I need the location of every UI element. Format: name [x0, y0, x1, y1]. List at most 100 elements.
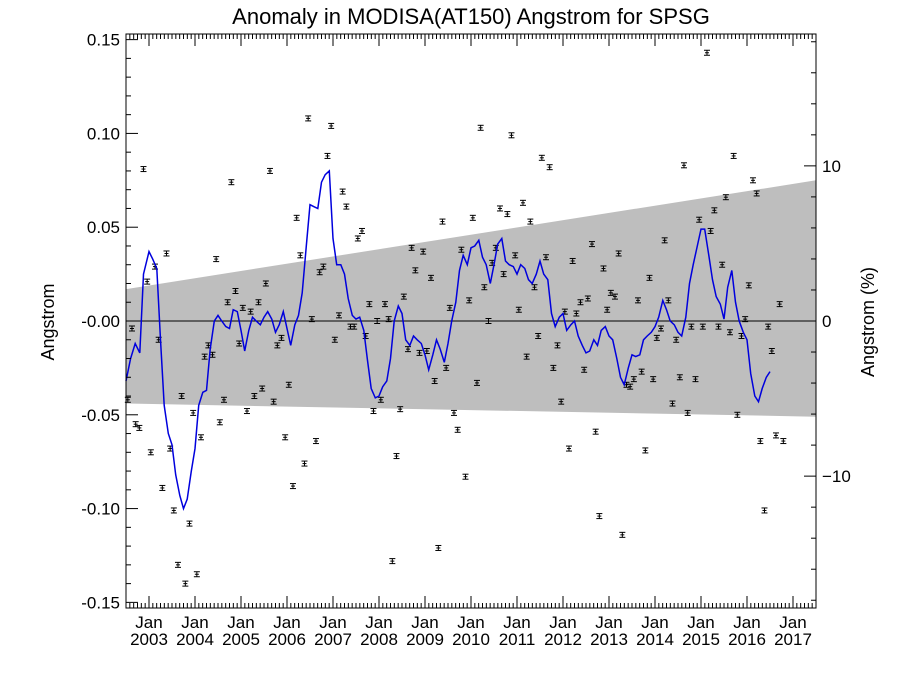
- data-point: [634, 297, 641, 304]
- data-point: [193, 571, 200, 578]
- data-point: [554, 342, 561, 349]
- data-point: [703, 49, 710, 56]
- y-tick-label: 0.15: [87, 31, 120, 50]
- data-point: [397, 406, 404, 413]
- data-point: [236, 340, 243, 347]
- data-point: [657, 325, 664, 332]
- data-point: [669, 400, 676, 407]
- x-tick-month: Jan: [319, 613, 346, 632]
- data-point: [412, 267, 419, 274]
- data-point: [232, 287, 239, 294]
- x-tick-month: Jan: [457, 613, 484, 632]
- data-point: [216, 419, 223, 426]
- data-point: [715, 323, 722, 330]
- data-point: [734, 411, 741, 418]
- x-tick-month: Jan: [181, 613, 208, 632]
- y-tick-label: 0.10: [87, 124, 120, 143]
- data-point: [615, 250, 622, 257]
- data-point: [515, 306, 522, 313]
- data-point: [481, 284, 488, 291]
- data-point: [745, 282, 752, 289]
- data-point: [220, 396, 227, 403]
- data-point: [224, 299, 231, 306]
- data-point: [558, 398, 565, 405]
- data-point: [385, 316, 392, 323]
- data-point: [665, 297, 672, 304]
- data-point: [374, 318, 381, 324]
- data-point: [542, 254, 549, 261]
- data-point: [707, 227, 714, 234]
- data-point: [335, 312, 342, 319]
- data-point: [504, 211, 511, 218]
- data-point: [416, 349, 423, 356]
- data-point: [282, 434, 289, 441]
- x-tick-month: Jan: [365, 613, 392, 632]
- data-point: [420, 248, 427, 255]
- data-point: [765, 323, 772, 330]
- data-point: [600, 265, 607, 272]
- data-point: [285, 381, 292, 388]
- data-point: [435, 544, 442, 551]
- data-point: [611, 293, 618, 300]
- data-point: [527, 218, 534, 225]
- x-tick-month: Jan: [273, 613, 300, 632]
- data-point: [132, 421, 139, 428]
- data-point: [339, 188, 346, 195]
- y-tick-label: -0.10: [81, 500, 120, 519]
- data-point: [213, 256, 220, 263]
- data-point: [699, 323, 706, 330]
- data-point: [550, 364, 557, 371]
- y-tick-label: -0.15: [81, 593, 120, 612]
- x-tick-year: 2011: [499, 630, 536, 649]
- y-axis-ticks: 0.15 0.10 0.05 -0.00 -0.05 -0.10 -0.15: [81, 31, 138, 612]
- y2-tick-label: 10: [822, 157, 841, 176]
- data-point: [297, 252, 304, 259]
- data-point: [772, 432, 779, 439]
- data-point: [170, 507, 177, 514]
- data-point: [477, 124, 484, 131]
- data-point: [400, 293, 407, 300]
- data-point: [688, 323, 695, 330]
- data-point: [569, 257, 576, 264]
- data-point: [186, 520, 193, 527]
- data-point: [466, 297, 473, 304]
- data-point: [247, 308, 254, 315]
- data-point: [174, 561, 181, 568]
- data-point: [312, 438, 319, 445]
- data-point: [673, 336, 680, 343]
- data-point: [328, 122, 335, 129]
- data-point: [757, 438, 764, 445]
- data-point: [389, 558, 396, 565]
- data-point: [588, 241, 595, 248]
- x-tick-year: 2006: [268, 630, 306, 649]
- data-point: [584, 295, 591, 302]
- data-point: [619, 531, 626, 538]
- x-axis-ticks: Jan2003Jan2004Jan2005Jan2006Jan2007Jan20…: [129, 34, 813, 649]
- data-point: [508, 132, 515, 139]
- data-point: [684, 409, 691, 416]
- data-point: [274, 342, 281, 349]
- data-point: [642, 447, 649, 454]
- data-point: [266, 167, 273, 174]
- data-point: [719, 261, 726, 268]
- data-point: [538, 154, 545, 161]
- data-point: [646, 274, 653, 281]
- data-point: [749, 177, 756, 184]
- data-point: [351, 323, 358, 330]
- x-tick-month: Jan: [549, 613, 576, 632]
- data-point: [742, 316, 749, 323]
- x-tick-month: Jan: [779, 613, 806, 632]
- data-point: [581, 366, 588, 373]
- data-point: [650, 376, 657, 383]
- data-point: [443, 364, 450, 371]
- x-tick-year: 2007: [314, 630, 352, 649]
- x-tick-year: 2015: [682, 630, 720, 649]
- data-point: [623, 381, 630, 388]
- data-point: [577, 299, 584, 306]
- data-point: [469, 214, 476, 221]
- data-point: [190, 409, 197, 416]
- data-point: [730, 152, 737, 159]
- x-tick-year: 2008: [360, 630, 398, 649]
- data-point: [136, 424, 143, 431]
- data-point: [753, 190, 760, 197]
